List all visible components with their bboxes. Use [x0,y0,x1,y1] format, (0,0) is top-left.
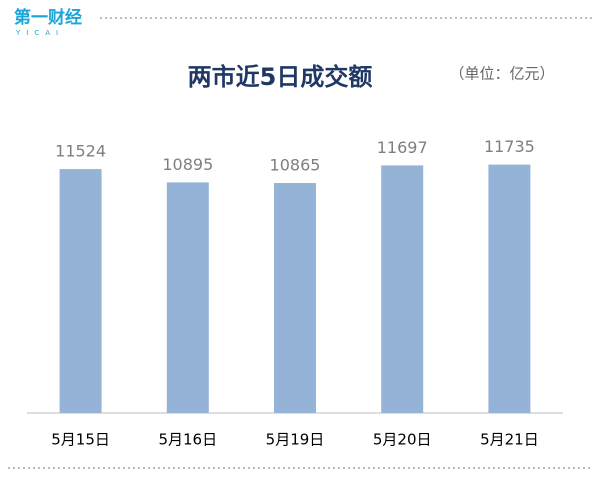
value-label: 11735 [484,137,535,156]
logo: 第一财经 [14,7,82,28]
value-label: 11697 [377,138,428,157]
value-label: 11524 [55,142,106,161]
x-tick-label: 5月19日 [266,431,325,449]
bar [488,164,531,413]
bar [274,183,316,413]
logo-sub: YICAI [15,29,64,37]
x-tick-label: 5月20日 [373,431,432,449]
x-tick-label: 5月15日 [51,431,110,449]
unit-label: （单位：亿元） [449,65,554,83]
value-label: 10895 [162,155,213,174]
chart-title: 两市近5日成交额 [188,63,373,91]
bar [166,182,209,413]
value-label: 10865 [270,156,321,175]
x-tick-label: 5月21日 [480,431,539,449]
x-tick-label: 5月16日 [158,431,217,449]
bar [381,165,424,413]
bar [59,169,102,413]
